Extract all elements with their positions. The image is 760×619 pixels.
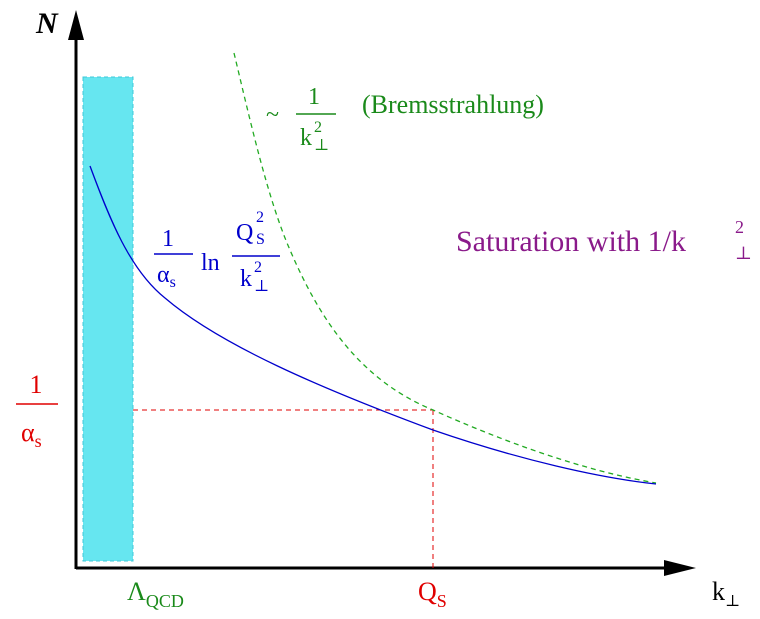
svg-text:αs: αs bbox=[21, 418, 42, 451]
svg-text:Saturation with 1/k: Saturation with 1/k bbox=[456, 225, 686, 258]
svg-text:k: k bbox=[300, 125, 312, 151]
one-over-alpha-s-label: 1 αs bbox=[16, 370, 58, 451]
svg-text:⊥: ⊥ bbox=[735, 243, 752, 263]
saturation-curve bbox=[89, 165, 657, 485]
svg-text:2: 2 bbox=[314, 119, 322, 136]
svg-text:(Bremsstrahlung): (Bremsstrahlung) bbox=[362, 90, 544, 119]
qs-label: QS bbox=[418, 577, 447, 611]
svg-text:⊥: ⊥ bbox=[314, 137, 329, 154]
x-axis-arrow bbox=[664, 560, 696, 576]
bremsstrahlung-curve bbox=[233, 52, 657, 484]
lambda-qcd-label: ΛQCD bbox=[127, 577, 184, 611]
svg-text:1: 1 bbox=[308, 84, 320, 110]
svg-text:1: 1 bbox=[30, 370, 43, 399]
svg-text:2: 2 bbox=[735, 217, 744, 237]
blue-curve-formula: 1 αs ln Q 2 S k 2 ⊥ bbox=[154, 209, 280, 295]
svg-text:αs: αs bbox=[157, 262, 176, 291]
svg-text:ln: ln bbox=[201, 250, 220, 276]
y-axis-label: N bbox=[35, 7, 59, 40]
y-axis-arrow bbox=[68, 10, 84, 40]
svg-text:⊥: ⊥ bbox=[254, 278, 269, 295]
bremsstrahlung-annotation: ~ 1 k 2 ⊥ (Bremsstrahlung) bbox=[266, 84, 544, 154]
svg-text:S: S bbox=[256, 231, 265, 248]
saturation-annotation: Saturation with 1/k 2 ⊥ bbox=[456, 217, 752, 263]
svg-text:k: k bbox=[240, 266, 252, 292]
x-axis-label: k⊥ bbox=[712, 577, 740, 610]
svg-text:2: 2 bbox=[256, 209, 264, 226]
svg-text:1: 1 bbox=[162, 226, 174, 252]
svg-text:~: ~ bbox=[266, 102, 279, 128]
svg-text:Q: Q bbox=[236, 220, 253, 246]
svg-text:2: 2 bbox=[254, 259, 262, 276]
lambda-qcd-band bbox=[82, 76, 134, 562]
